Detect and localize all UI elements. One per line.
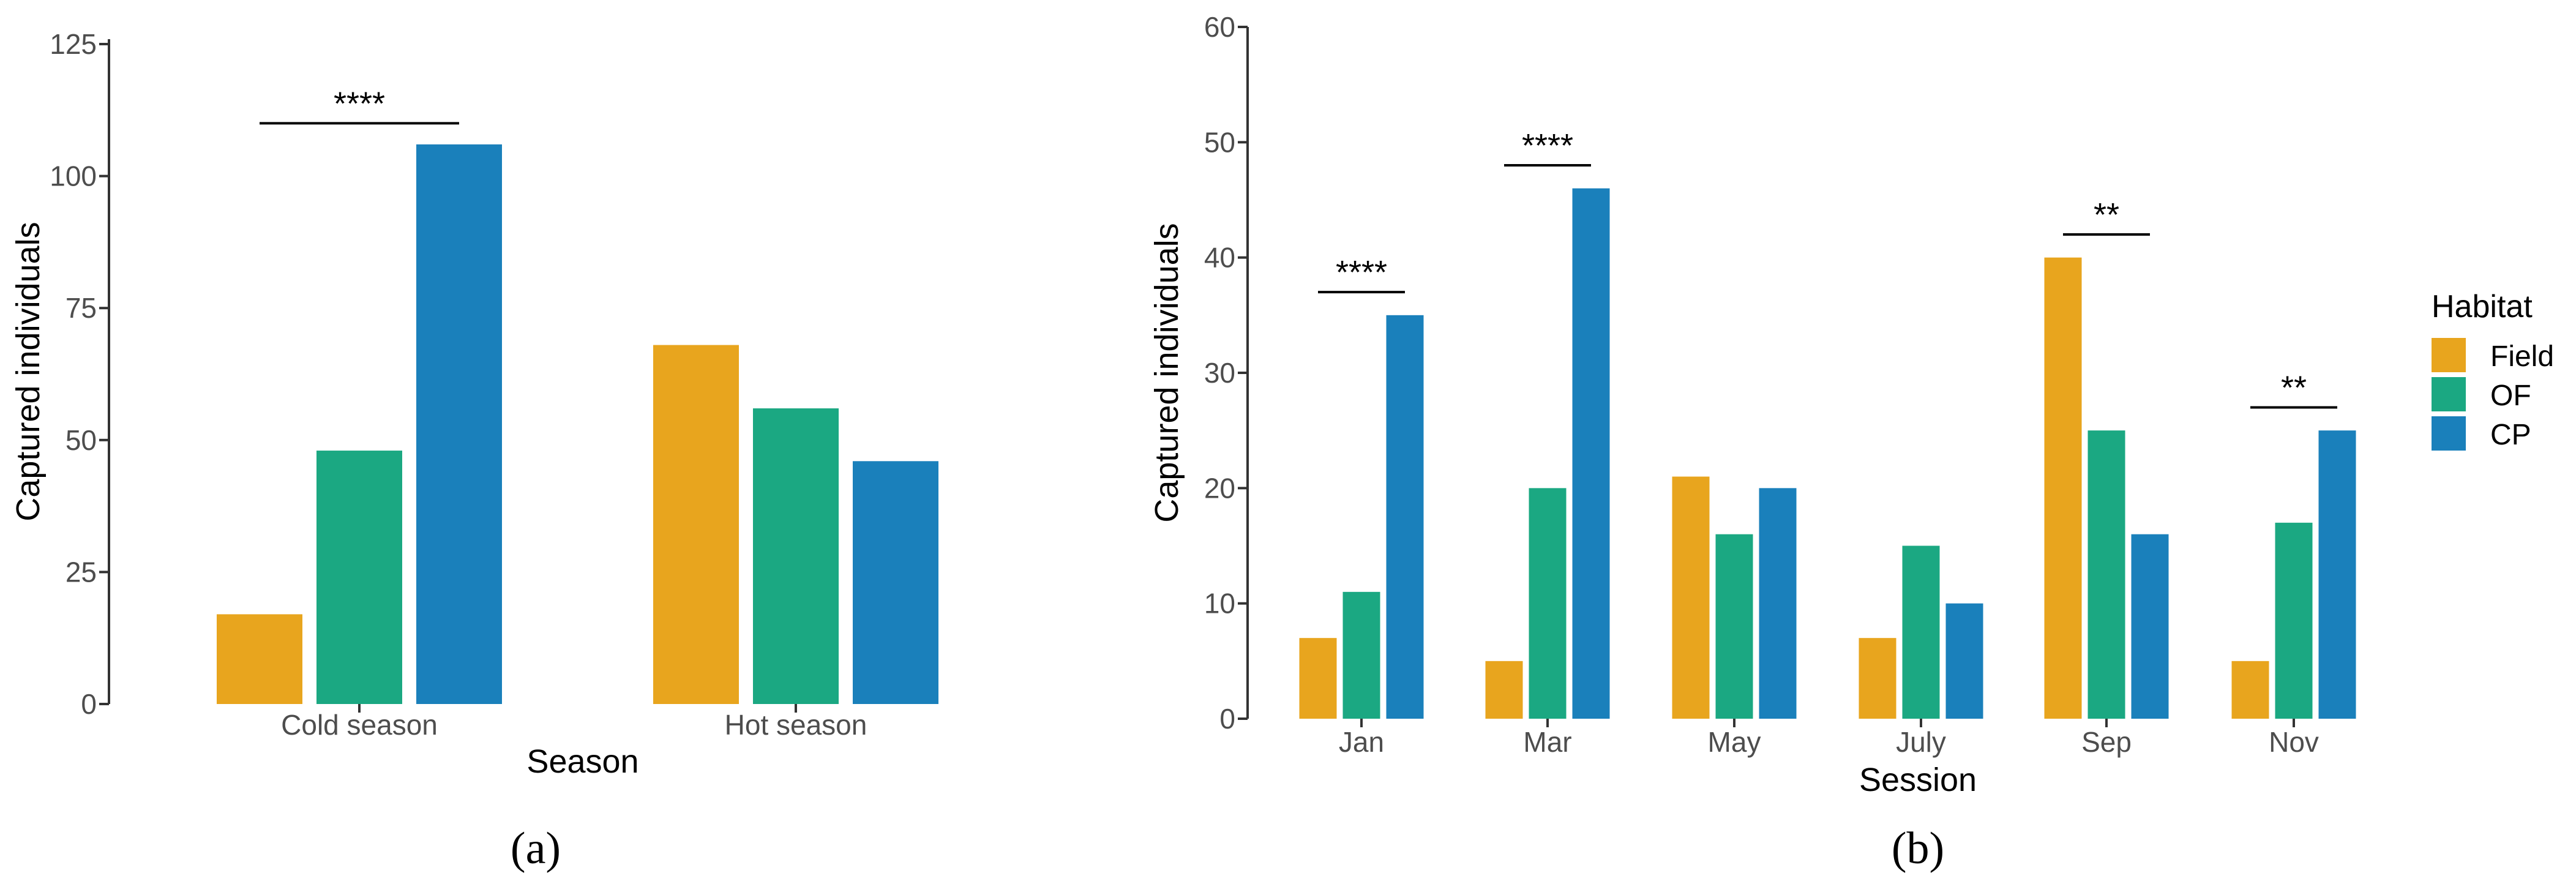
panel-a-significance: **** <box>260 85 459 125</box>
panel-a-bar-cold-season-of <box>316 451 402 704</box>
panel-b-sig-label-jan: **** <box>1336 254 1387 291</box>
panel-b-y-tick-label: 40 <box>1204 242 1235 274</box>
legend-title: Habitat <box>2432 289 2533 324</box>
panel-a-bar-hot-season-of <box>753 408 839 704</box>
panel-b-bar-nov-cp <box>2318 430 2356 719</box>
panel-a-y-tick-label: 25 <box>66 556 97 588</box>
panel-a-bar-cold-season-field <box>217 614 302 704</box>
panel-b-x-ticks: Jan Mar May July Sep Nov <box>1339 719 2319 758</box>
panel-b-x-tick-label-mar: Mar <box>1523 726 1571 758</box>
panel-a-bar-hot-season-cp <box>853 461 938 704</box>
panel-b-sig-label-nov: ** <box>2281 370 2307 406</box>
panel-b-bar-sep-cp <box>2131 534 2169 719</box>
panel-b-bar-nov-of <box>2275 522 2313 719</box>
panel-b-x-tick-label-nov: Nov <box>2269 726 2319 758</box>
panel-b-bar-jan-cp <box>1386 315 1424 719</box>
panel-b-x-tick-label-july: July <box>1896 726 1946 758</box>
panel-b-bar-may-field <box>1672 476 1710 719</box>
panel-b-sig-label-mar: **** <box>1522 127 1573 164</box>
panel-b-bars <box>1299 188 2356 719</box>
panel-b-y-tick-label: 10 <box>1204 588 1235 620</box>
panel-b-label: (b) <box>1892 823 1944 874</box>
panel-a-chart: 0 25 50 75 100 125 Cold season Hot season ****… <box>10 28 938 874</box>
panel-b-x-tick-label-may: May <box>1708 726 1761 758</box>
panel-b-bar-may-of <box>1715 534 1753 719</box>
panel-a-y-tick-label: 125 <box>50 28 97 60</box>
panel-b-y-tick-label: 50 <box>1204 126 1235 158</box>
panel-a-x-ticks: Cold season Hot season <box>281 704 867 741</box>
panel-b-bar-nov-field <box>2231 661 2269 719</box>
legend-label-of: OF <box>2490 380 2531 412</box>
panel-a-bar-hot-season-field <box>653 345 739 704</box>
panel-a-sig-label-cold-season: **** <box>334 85 385 122</box>
panel-b-y-tick-label: 20 <box>1204 472 1235 504</box>
panel-b-y-tick-label: 30 <box>1204 357 1235 389</box>
panel-a-y-tick-label: 0 <box>81 688 97 720</box>
panel-b-y-axis-title: Captured individuals <box>1148 223 1185 522</box>
panel-b-bar-mar-cp <box>1572 188 1610 719</box>
panel-b-y-ticks: 0 10 20 30 40 50 60 <box>1204 11 1248 735</box>
panel-b-bar-jan-of <box>1342 591 1380 719</box>
panel-b-x-tick-label-jan: Jan <box>1339 726 1384 758</box>
panel-b-y-tick-label: 0 <box>1219 703 1235 735</box>
panel-b-x-tick-label-sep: Sep <box>2081 726 2132 758</box>
legend-swatch-of <box>2432 377 2466 411</box>
panel-a-bars <box>217 144 938 704</box>
panel-b-bar-july-field <box>1859 638 1896 719</box>
panel-b-bar-jan-field <box>1299 638 1337 719</box>
panel-a-x-tick-label-hot-season: Hot season <box>725 709 867 741</box>
panel-a-y-ticks: 0 25 50 75 100 125 <box>50 28 109 720</box>
panel-b-y-tick-label: 60 <box>1204 11 1235 43</box>
legend-label-cp: CP <box>2490 419 2531 451</box>
panel-b-sig-label-sep: ** <box>2094 197 2119 233</box>
panel-a-y-axis-title: Captured individuals <box>10 222 47 521</box>
panel-b-bar-mar-of <box>1529 488 1567 719</box>
panel-b-bar-july-cp <box>1945 603 1983 719</box>
panel-a-y-tick-label: 50 <box>66 424 97 456</box>
legend-swatch-field <box>2432 338 2466 372</box>
panel-a-label: (a) <box>511 823 561 874</box>
panel-a-bar-cold-season-cp <box>416 144 502 704</box>
panel-b-x-axis-title: Session <box>1859 762 1977 798</box>
panel-a-x-axis-title: Season <box>526 743 638 780</box>
panel-b-bar-mar-field <box>1485 661 1523 719</box>
legend: Habitat Field OF CP <box>2432 289 2554 451</box>
panel-b-significance: ************ <box>1318 127 2337 409</box>
panel-b-bar-sep-of <box>2087 430 2125 719</box>
panel-b-bar-sep-field <box>2044 257 2082 719</box>
panel-b-bar-july-of <box>1902 545 1940 719</box>
panel-a-y-tick-label: 100 <box>50 160 97 192</box>
legend-swatch-cp <box>2432 416 2466 451</box>
legend-label-field: Field <box>2490 340 2554 373</box>
panel-a-y-tick-label: 75 <box>66 292 97 324</box>
panel-a-x-tick-label-cold-season: Cold season <box>281 709 438 741</box>
panel-b-bar-may-cp <box>1759 488 1797 719</box>
